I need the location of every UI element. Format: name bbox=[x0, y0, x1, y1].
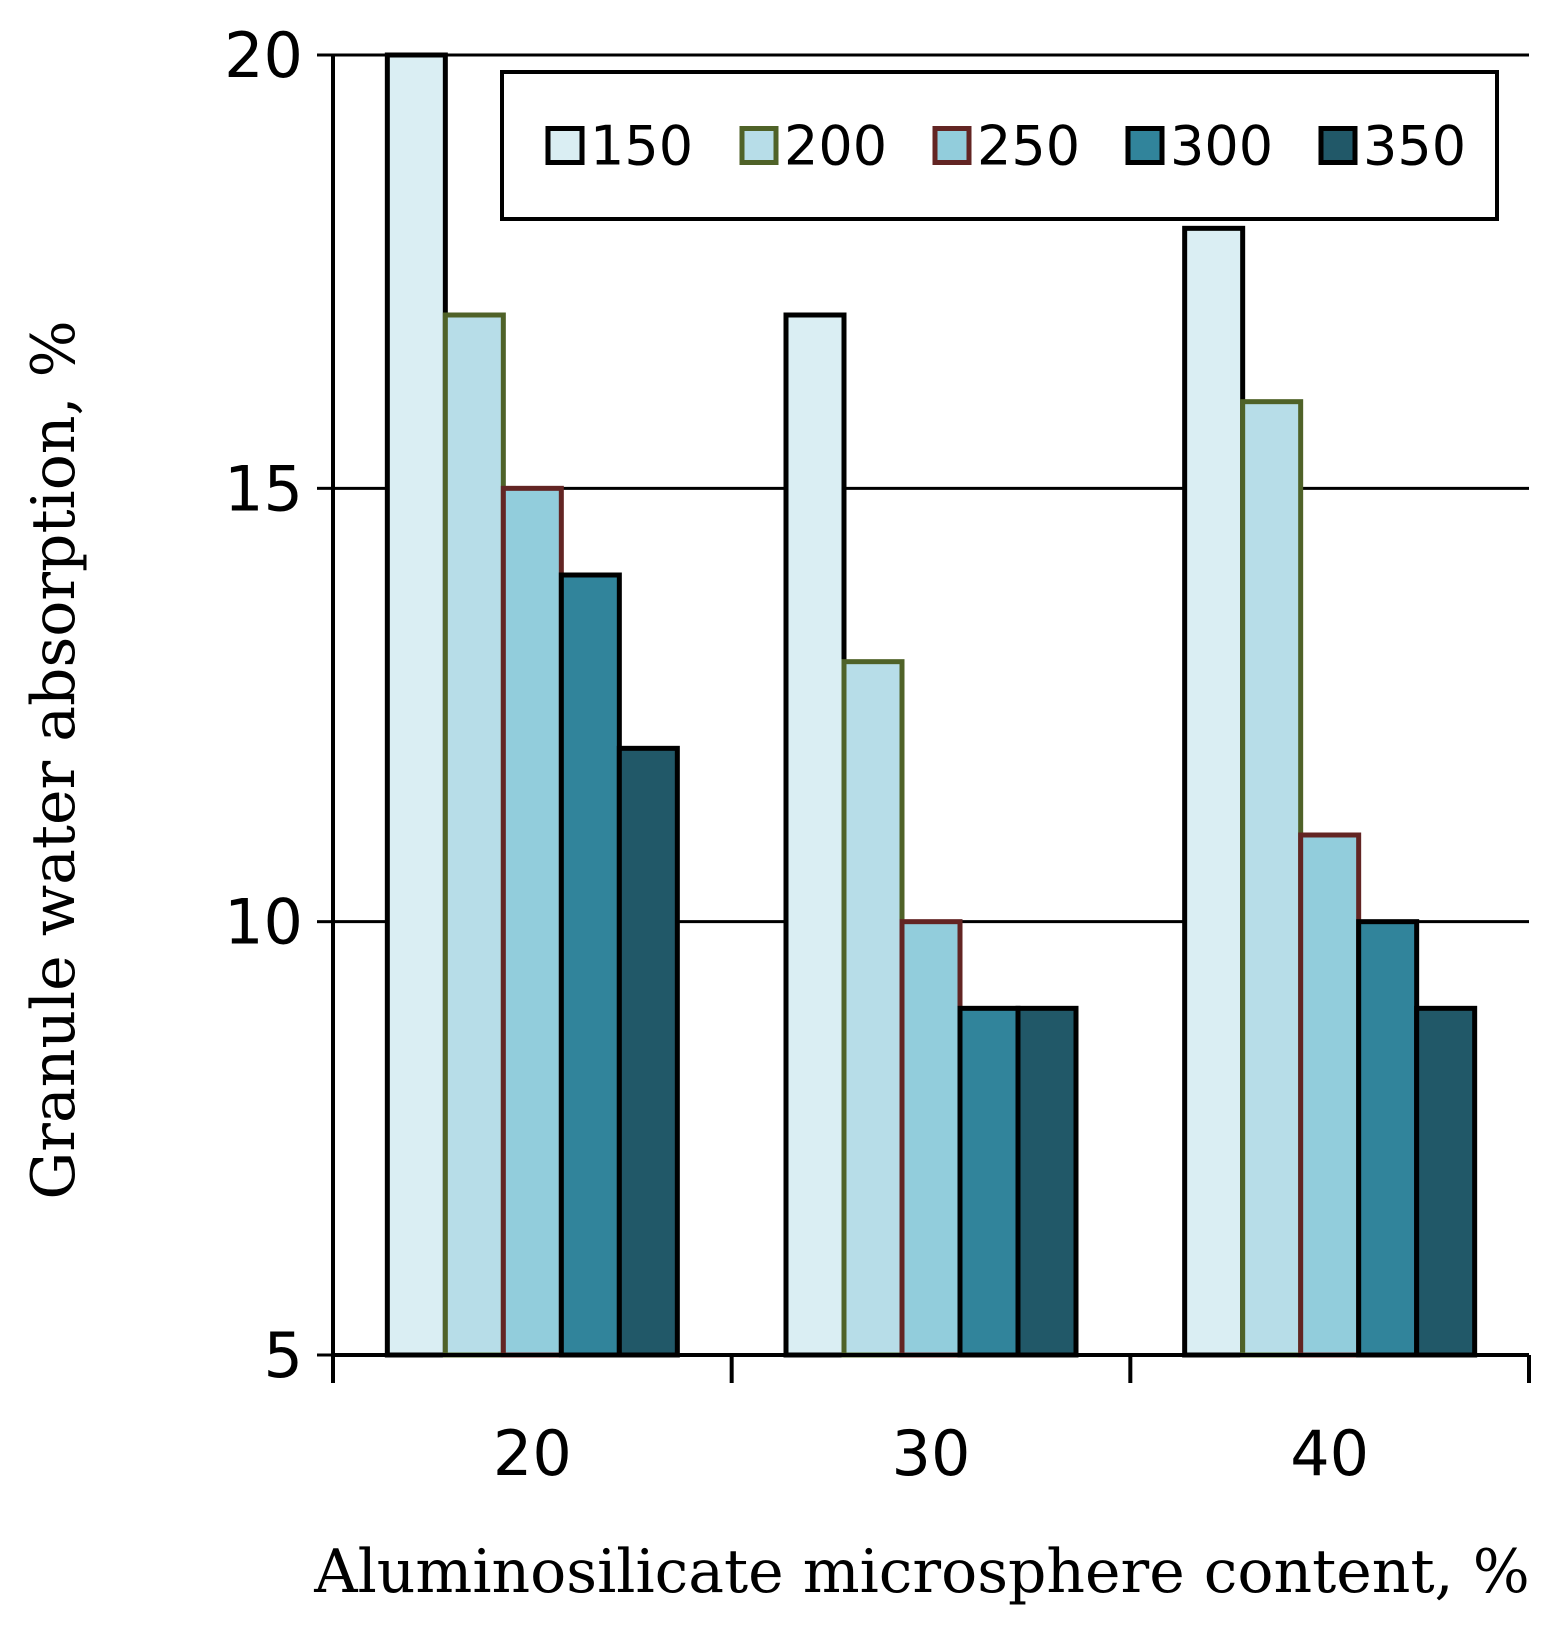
bar-200-30 bbox=[841, 659, 905, 1358]
x-tick-label: 30 bbox=[892, 1417, 971, 1490]
bar-350-40 bbox=[1414, 1005, 1478, 1358]
bar-250-40 bbox=[1298, 832, 1362, 1358]
legend: 150 200 250 300 350 bbox=[500, 70, 1499, 221]
legend-label-350: 350 bbox=[1363, 115, 1466, 178]
bar-150-30 bbox=[783, 312, 847, 1358]
y-tick-label: 5 bbox=[264, 1319, 303, 1392]
x-tick-label: 20 bbox=[493, 1417, 572, 1490]
x-axis-title: Aluminosilicate microsphere content, % bbox=[313, 1537, 1529, 1607]
legend-swatch-250 bbox=[932, 126, 972, 165]
y-tick-label: 15 bbox=[224, 452, 303, 525]
y-tick-label: 20 bbox=[224, 19, 303, 92]
bar-350-20 bbox=[616, 745, 680, 1358]
axes: 20 15 10 5 20 30 40 bbox=[224, 19, 1531, 1490]
legend-label-300: 300 bbox=[1170, 115, 1273, 178]
bar-250-30 bbox=[899, 919, 963, 1358]
legend-swatch-300 bbox=[1125, 126, 1165, 165]
bar-300-40 bbox=[1356, 919, 1420, 1358]
bar-200-40 bbox=[1240, 399, 1304, 1358]
legend-label-250: 250 bbox=[977, 115, 1080, 178]
bars bbox=[384, 52, 1478, 1358]
bar-300-30 bbox=[957, 1005, 1021, 1358]
bar-250-20 bbox=[500, 485, 564, 1358]
bar-150-20 bbox=[384, 52, 448, 1358]
x-tick-label: 40 bbox=[1290, 1417, 1369, 1490]
y-axis-title: Granule water absorption, % bbox=[19, 320, 89, 1199]
legend-swatch-200 bbox=[739, 126, 779, 165]
y-tick-label: 10 bbox=[224, 886, 303, 959]
legend-swatch-350 bbox=[1318, 126, 1358, 165]
bar-200-20 bbox=[442, 312, 506, 1358]
bar-150-40 bbox=[1182, 225, 1246, 1358]
legend-swatch-150 bbox=[545, 126, 585, 165]
bar-350-30 bbox=[1015, 1005, 1079, 1358]
bar-300-20 bbox=[558, 572, 622, 1358]
legend-label-150: 150 bbox=[590, 115, 693, 178]
legend-label-200: 200 bbox=[784, 115, 887, 178]
